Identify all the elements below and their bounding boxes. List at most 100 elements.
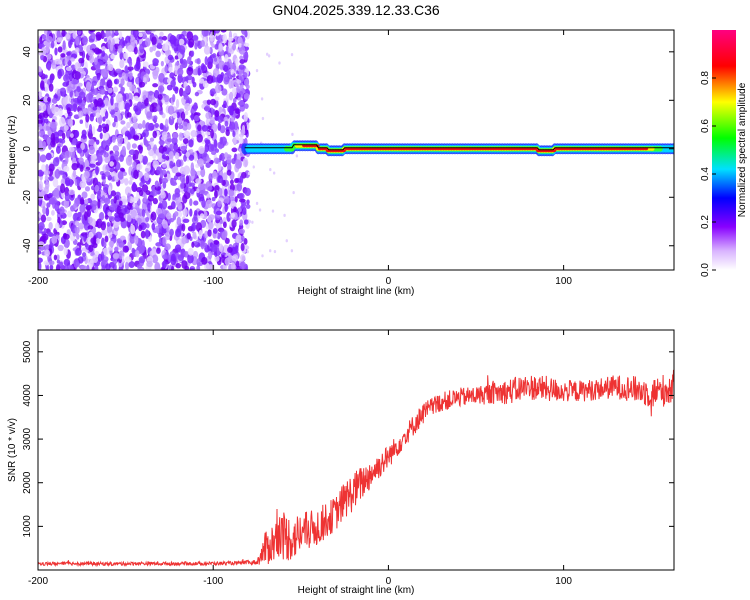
- noise-speckle: [211, 150, 217, 156]
- noise-speckle: [102, 68, 109, 78]
- noise-speckle: [200, 167, 206, 178]
- noise-speckle: [190, 130, 198, 138]
- noise-speckle: [218, 42, 223, 52]
- signal-trace: [244, 144, 674, 151]
- noise-speckle: [63, 199, 70, 209]
- noise-speckle: [90, 193, 96, 201]
- noise-speckle: [66, 107, 71, 115]
- noise-speckle: [244, 103, 249, 110]
- noise-speckle: [132, 161, 137, 168]
- noise-speckle: [60, 87, 66, 92]
- noise-speckle: [183, 154, 187, 162]
- noise-speckle: [187, 247, 194, 256]
- noise-speckle: [74, 71, 81, 80]
- noise-speckle: [146, 30, 151, 35]
- noise-speckle: [117, 45, 123, 54]
- noise-speckle: [188, 38, 195, 48]
- noise-speckle: [102, 183, 110, 194]
- noise-speckle: [125, 156, 133, 166]
- noise-speckle: [230, 262, 236, 270]
- noise-speckle: [50, 40, 55, 49]
- noise-speckle: [204, 143, 210, 153]
- noise-speckle: [219, 125, 226, 134]
- noise-speckle: [172, 112, 178, 119]
- faint-speckle: [261, 116, 265, 121]
- noise-speckle: [210, 144, 218, 152]
- noise-speckle: [144, 37, 151, 47]
- noise-speckle: [71, 80, 77, 85]
- noise-speckle: [132, 122, 140, 130]
- noise-speckle: [193, 115, 200, 122]
- chart-title: GN04.2025.339.12.33.C36: [272, 2, 440, 18]
- noise-speckle: [238, 64, 245, 70]
- noise-speckle: [244, 187, 251, 197]
- noise-speckle: [181, 236, 187, 245]
- faint-speckle: [290, 249, 294, 253]
- faint-speckle: [258, 208, 262, 212]
- noise-speckle: [242, 52, 249, 61]
- noise-speckle: [114, 246, 119, 253]
- noise-speckle: [157, 42, 162, 48]
- noise-speckle: [141, 132, 146, 138]
- noise-speckle: [214, 84, 222, 94]
- noise-speckle: [242, 72, 248, 79]
- noise-speckle: [118, 101, 125, 111]
- noise-speckle: [78, 91, 86, 99]
- snr-x-tick-label: 0: [386, 576, 392, 587]
- noise-speckle: [161, 199, 168, 210]
- faint-speckle: [248, 219, 252, 224]
- noise-speckle: [128, 179, 133, 185]
- noise-speckle: [133, 95, 139, 101]
- noise-speckle: [148, 149, 155, 157]
- noise-speckle: [174, 87, 179, 94]
- noise-speckle: [196, 170, 202, 176]
- noise-speckle: [172, 93, 176, 103]
- noise-speckle: [95, 166, 99, 176]
- noise-speckle: [79, 204, 86, 214]
- snr-y-tick-label: 2000: [22, 471, 33, 494]
- noise-speckle: [234, 196, 238, 203]
- noise-speckle: [144, 229, 149, 239]
- noise-speckle: [161, 131, 168, 138]
- noise-speckle: [132, 134, 140, 140]
- noise-speckle: [186, 74, 193, 81]
- noise-speckle: [165, 118, 169, 128]
- noise-speckle: [138, 81, 146, 88]
- noise-speckle: [89, 30, 96, 33]
- noise-speckle: [113, 195, 117, 204]
- noise-speckle: [97, 97, 104, 107]
- noise-speckle: [72, 169, 77, 178]
- noise-speckle: [173, 175, 178, 181]
- noise-speckle: [224, 152, 228, 159]
- noise-speckle: [100, 221, 107, 231]
- noise-speckle: [95, 31, 102, 41]
- noise-speckle: [106, 221, 111, 227]
- noise-speckle: [63, 265, 69, 270]
- noise-speckle: [186, 122, 192, 130]
- noise-speckle: [38, 119, 43, 124]
- noise-speckle: [222, 160, 226, 166]
- noise-speckle: [44, 174, 49, 182]
- noise-speckle: [201, 124, 209, 132]
- noise-speckle: [186, 232, 192, 240]
- faint-speckle: [295, 154, 299, 158]
- noise-speckle: [243, 111, 248, 122]
- noise-speckle: [150, 211, 157, 221]
- noise-speckle: [196, 58, 201, 65]
- noise-speckle: [93, 57, 98, 65]
- snr-x-ticks: -200 -100 0 100: [28, 330, 572, 587]
- noise-speckle: [131, 143, 137, 149]
- noise-speckle: [79, 180, 86, 189]
- noise-speckle: [121, 72, 126, 81]
- noise-speckle: [162, 146, 168, 152]
- noise-speckle: [235, 57, 239, 67]
- noise-speckle: [38, 104, 42, 110]
- noise-speckle: [48, 232, 54, 238]
- noise-speckle: [152, 69, 159, 76]
- noise-speckle: [217, 200, 222, 208]
- noise-speckle: [135, 250, 140, 258]
- noise-speckle: [118, 212, 124, 219]
- noise-speckle: [237, 101, 244, 106]
- noise-speckle: [52, 177, 59, 188]
- noise-speckle: [95, 139, 100, 145]
